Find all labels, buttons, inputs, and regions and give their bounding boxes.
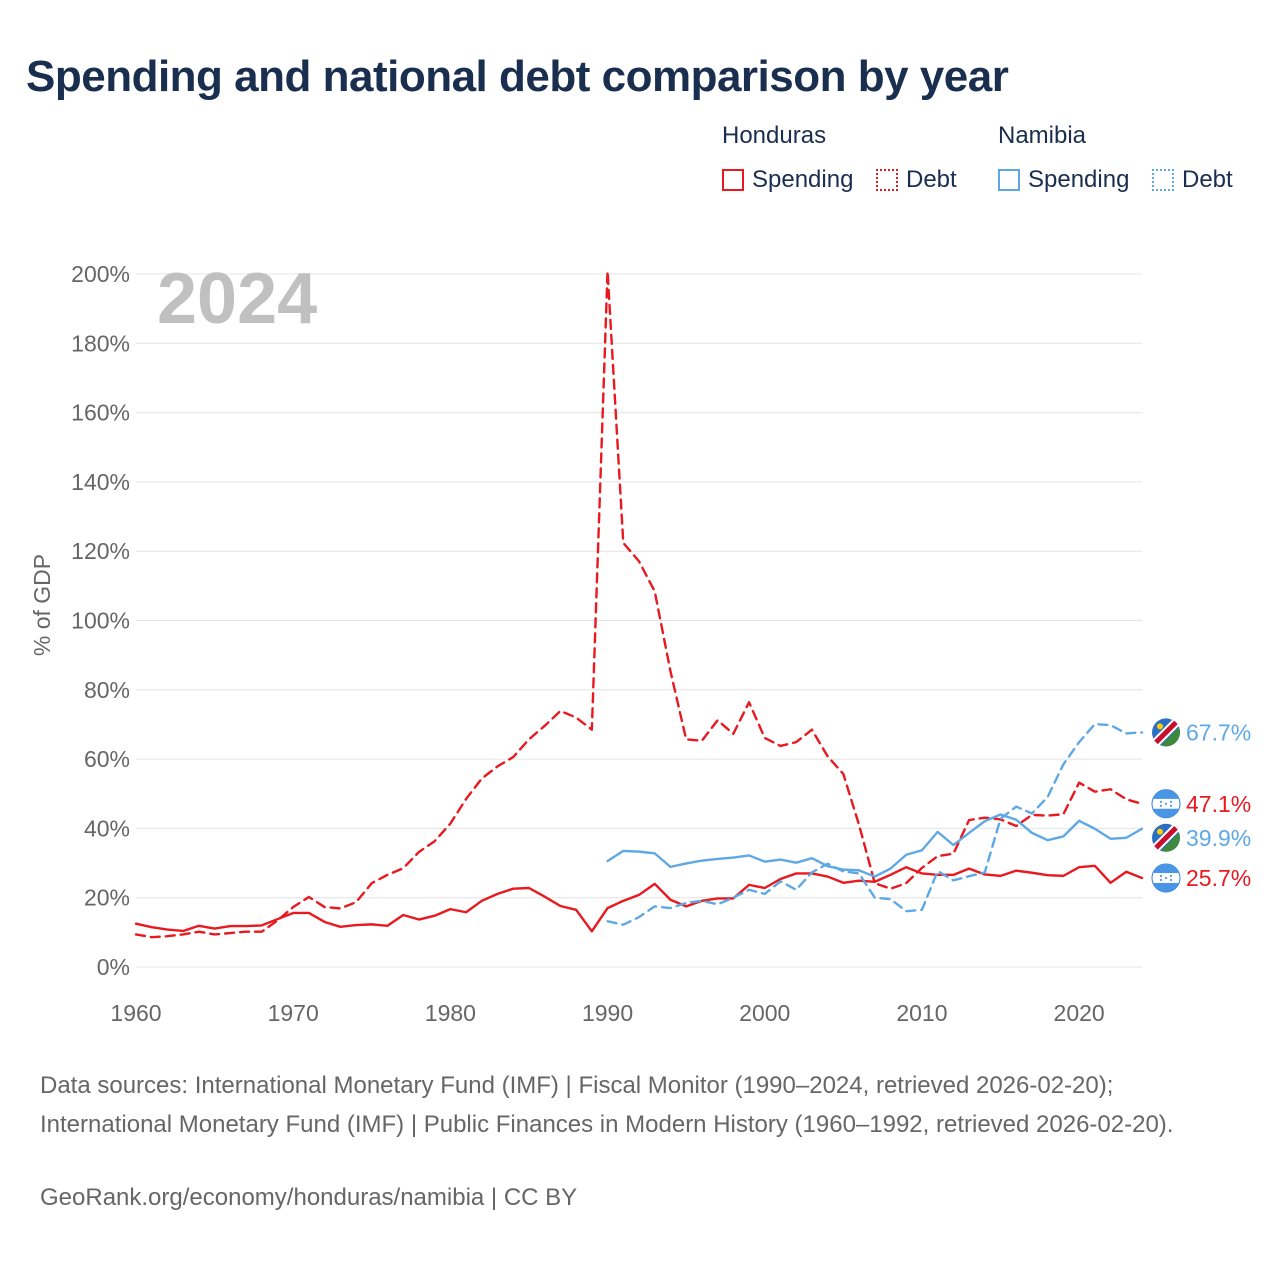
- honduras-flag-star: [1169, 874, 1173, 878]
- end-marker-namibia-spending: [1152, 823, 1180, 852]
- namibia-flag-sun: [1157, 828, 1163, 835]
- end-label-namibia-debt: 67.7%: [1186, 719, 1251, 745]
- y-tick-label: 40%: [84, 815, 130, 841]
- legend: Honduras Spending Debt Namibia Spending …: [722, 122, 1262, 202]
- namibia-flag-sun: [1157, 723, 1163, 730]
- honduras-flag-band-top: [1153, 789, 1179, 799]
- legend-item-honduras-spending[interactable]: Spending: [722, 166, 853, 194]
- honduras-flag-star: [1159, 878, 1163, 882]
- legend-label-honduras-spending: Spending: [752, 166, 854, 193]
- legend-label-namibia-spending: Spending: [1028, 166, 1130, 193]
- honduras-flag-band-bottom: [1153, 882, 1179, 892]
- x-tick-label: 2010: [896, 1000, 947, 1026]
- y-tick-label: 80%: [84, 677, 130, 703]
- y-axis-label: % of GDP: [29, 554, 55, 656]
- honduras-flag-band-bottom: [1153, 808, 1179, 818]
- namibia-flag-green: [1161, 832, 1180, 852]
- x-tick-label: 2000: [739, 1000, 790, 1026]
- y-tick-label: 100%: [71, 608, 130, 634]
- chart-title: Spending and national debt comparison by…: [26, 52, 1009, 101]
- y-tick-label: 140%: [71, 469, 130, 495]
- gridlines: [136, 273, 1142, 968]
- honduras-flag-star: [1164, 876, 1168, 880]
- x-tick-label: 1960: [110, 1000, 161, 1026]
- honduras-flag-star: [1159, 804, 1163, 807]
- legend-group-title-namibia: Namibia: [998, 122, 1087, 149]
- legend-item-namibia-debt[interactable]: Debt: [1152, 166, 1233, 194]
- honduras-flag-star: [1159, 874, 1163, 878]
- y-tick-label: 20%: [84, 885, 130, 911]
- y-tick-label: 200%: [71, 261, 130, 287]
- series-lines: [134, 270, 1144, 939]
- series-line-honduras-spending: [134, 864, 1144, 933]
- y-tick-label: 160%: [71, 400, 130, 426]
- end-marker-honduras-debt: [1151, 789, 1181, 819]
- line-chart: 2024 0% 20% 40% 60% 80% 100% 120% 140% 160% 180% 2…: [29, 259, 1251, 1026]
- x-axis: 1960 1970 1980 1990 2000 2010 2020: [110, 1000, 1104, 1026]
- legend-swatch-namibia-debt: [1152, 169, 1174, 191]
- legend-swatch-namibia-spending: [998, 169, 1020, 191]
- data-sources: Data sources: International Monetary Fun…: [40, 1072, 1174, 1138]
- end-label-namibia-spending: 39.9%: [1186, 825, 1251, 851]
- y-tick-label: 180%: [71, 330, 130, 356]
- end-labels: 47.1% 25.7% 67.7% 39.9%: [1151, 718, 1251, 893]
- namibia-flag-red-band: [1154, 826, 1178, 850]
- x-tick-label: 2020: [1054, 1000, 1105, 1026]
- honduras-flag-star: [1164, 802, 1168, 805]
- y-axis: 0% 20% 40% 60% 80% 100% 120% 140% 160% 180% 200%: [71, 261, 130, 980]
- x-tick-label: 1980: [425, 1000, 476, 1026]
- legend-group-title-honduras: Honduras: [722, 122, 827, 149]
- end-label-honduras-spending: 25.7%: [1186, 865, 1251, 891]
- legend-label-namibia-debt: Debt: [1182, 166, 1233, 193]
- honduras-flag-star: [1169, 804, 1173, 807]
- series-line-honduras-debt: [134, 270, 1144, 939]
- legend-swatch-honduras-debt: [876, 169, 898, 191]
- y-tick-label: 120%: [71, 538, 130, 564]
- legend-label-honduras-debt: Debt: [906, 166, 957, 193]
- namibia-flag-green: [1161, 727, 1180, 747]
- end-label-honduras-debt: 47.1%: [1186, 791, 1251, 817]
- series-line-namibia-spending: [606, 813, 1144, 878]
- year-watermark: 2024: [157, 259, 317, 339]
- honduras-flag-band-top: [1153, 864, 1179, 873]
- series-line-namibia-debt: [606, 722, 1144, 926]
- honduras-flag-star: [1159, 800, 1163, 803]
- y-tick-label: 60%: [84, 746, 130, 772]
- honduras-flag-star: [1169, 878, 1173, 882]
- end-marker-namibia-debt: [1152, 718, 1180, 747]
- legend-item-namibia-spending[interactable]: Spending: [998, 166, 1129, 194]
- legend-item-honduras-debt[interactable]: Debt: [876, 166, 957, 194]
- x-tick-label: 1990: [582, 1000, 633, 1026]
- credit-link[interactable]: GeoRank.org/economy/honduras/namibia | C…: [40, 1184, 578, 1211]
- honduras-flag-star: [1169, 800, 1173, 803]
- namibia-flag-red-band: [1154, 720, 1178, 745]
- y-tick-label: 0%: [97, 954, 130, 980]
- end-marker-honduras-spending: [1151, 863, 1181, 893]
- legend-swatch-honduras-spending: [722, 169, 744, 191]
- x-tick-label: 1970: [268, 1000, 319, 1026]
